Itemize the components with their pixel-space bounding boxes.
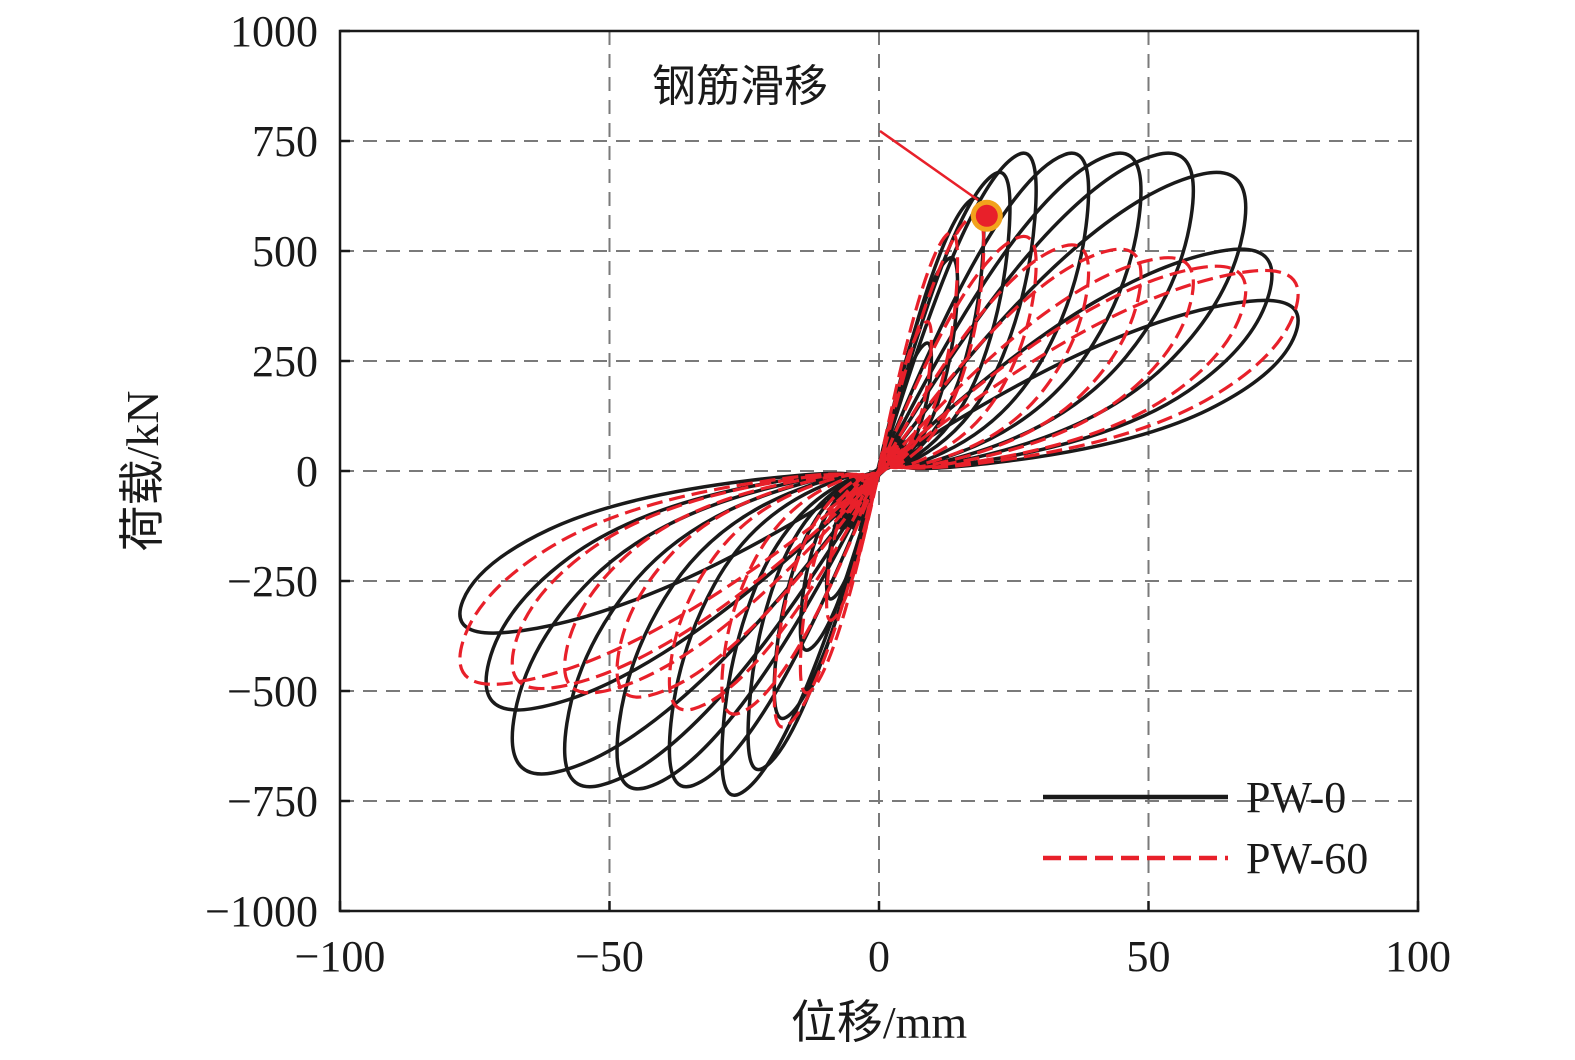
annotation-label: 钢筋滑移 — [652, 61, 828, 112]
hysteresis-curves — [458, 151, 1300, 797]
hysteresis-loop — [510, 170, 1248, 776]
y-tick-label: 250 — [252, 337, 318, 386]
y-tick-label: −750 — [227, 777, 318, 826]
y-tick-label: 750 — [252, 117, 318, 166]
axis-ticks: −100 −50 0 50 10010007505002500−250−500−750−… — [205, 7, 1451, 981]
hysteresis-loop — [458, 268, 1300, 686]
y-tick-label: 0 — [296, 447, 318, 496]
x-tick-label: 100 — [1385, 932, 1451, 981]
series-pw-60 — [458, 213, 1300, 729]
x-tick-label: 50 — [1127, 932, 1171, 981]
y-tick-label: 500 — [252, 227, 318, 276]
y-tick-label: −1000 — [205, 887, 318, 936]
hysteresis-loop — [458, 298, 1300, 635]
x-tick-label: −100 — [295, 932, 386, 981]
y-tick-label: −250 — [227, 557, 318, 606]
annotation-marker — [975, 204, 998, 227]
slip-annotation: 钢筋滑移 — [652, 61, 1003, 232]
legend: PW-0 PW-60 — [1043, 773, 1368, 883]
legend-label-pw-0: PW-0 — [1246, 773, 1346, 822]
y-axis-title: 荷载/kN — [117, 391, 168, 552]
legend-label-pw-60: PW-60 — [1246, 834, 1368, 883]
y-tick-label: −500 — [227, 667, 318, 716]
x-tick-label: −50 — [575, 932, 644, 981]
y-tick-label: 1000 — [230, 7, 318, 56]
x-axis-title: 位移/mm — [791, 997, 968, 1048]
annotation-leader-line — [879, 129, 979, 202]
x-tick-label: 0 — [868, 932, 890, 981]
